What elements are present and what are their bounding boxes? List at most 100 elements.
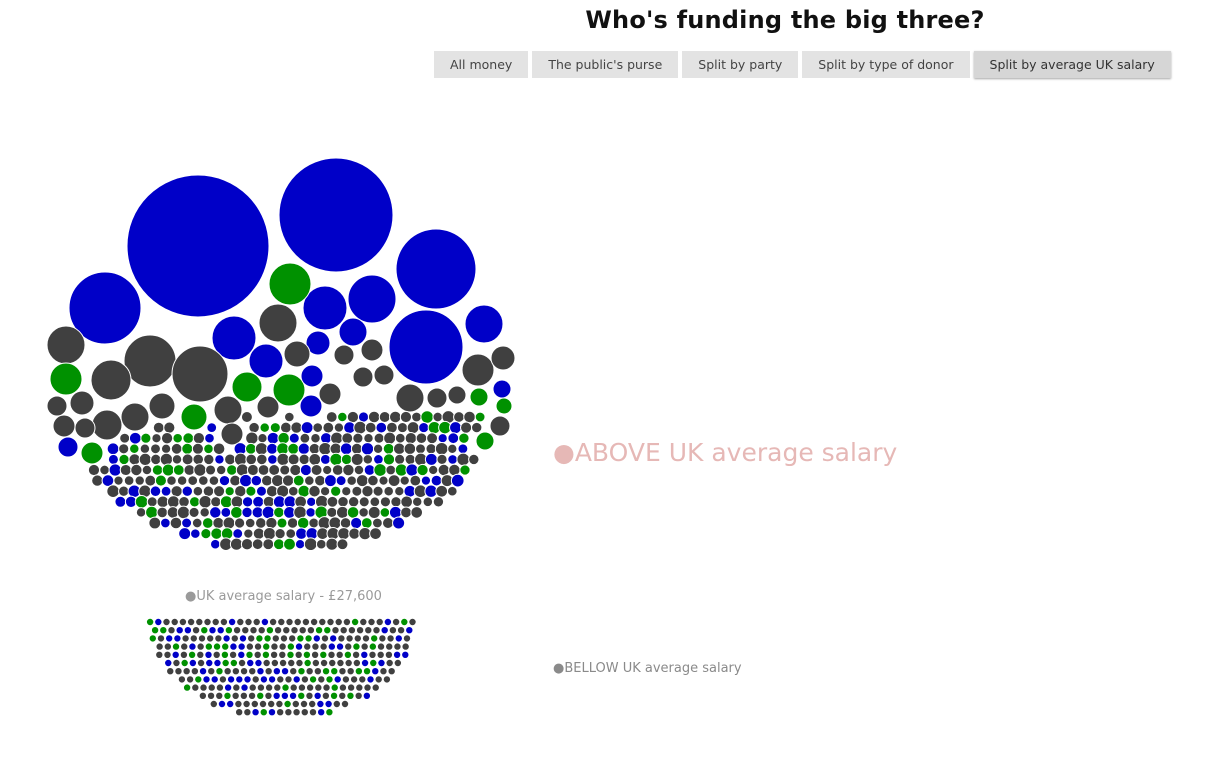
donor-bubble[interactable] xyxy=(437,463,450,477)
donor-bubble[interactable] xyxy=(230,506,243,519)
donor-bubble[interactable] xyxy=(172,464,185,476)
donor-bubble[interactable] xyxy=(363,432,374,444)
donor-bubble[interactable] xyxy=(274,527,286,540)
donor-bubble[interactable] xyxy=(164,658,173,668)
donor-bubble[interactable] xyxy=(304,634,313,643)
donor-bubble[interactable] xyxy=(306,496,317,507)
donor-bubble[interactable] xyxy=(277,617,286,627)
donor-bubble[interactable] xyxy=(261,505,276,520)
donor-bubble[interactable] xyxy=(134,494,149,509)
donor-bubble[interactable] xyxy=(239,667,249,676)
donor-bubble[interactable] xyxy=(280,667,290,676)
donor-bubble[interactable] xyxy=(241,626,250,635)
donor-bubble[interactable] xyxy=(412,496,423,508)
donor-bubble[interactable] xyxy=(346,410,360,424)
donor-bubble[interactable] xyxy=(91,474,104,487)
donor-bubble[interactable] xyxy=(300,364,324,388)
donor-bubble[interactable] xyxy=(349,675,359,684)
donor-bubble[interactable] xyxy=(280,691,290,700)
donor-bubble[interactable] xyxy=(225,699,235,709)
donor-bubble[interactable] xyxy=(366,675,375,684)
donor-bubble[interactable] xyxy=(330,683,339,692)
donor-bubble[interactable] xyxy=(181,453,194,466)
donor-bubble[interactable] xyxy=(182,432,195,445)
donor-bubble[interactable] xyxy=(372,626,381,635)
donor-bubble[interactable] xyxy=(287,485,299,497)
donor-bubble[interactable] xyxy=(312,422,324,433)
donor-bubble[interactable] xyxy=(128,431,142,445)
donor-bubble[interactable] xyxy=(354,667,364,676)
donor-bubble[interactable] xyxy=(288,691,298,700)
donor-bubble[interactable] xyxy=(206,422,218,433)
donor-bubble[interactable] xyxy=(272,538,285,551)
donor-bubble[interactable] xyxy=(387,474,401,488)
donor-bubble[interactable] xyxy=(399,410,413,424)
donor-bubble[interactable] xyxy=(284,708,293,717)
donor-bubble[interactable] xyxy=(416,463,429,477)
donor-bubble[interactable] xyxy=(181,634,190,643)
donor-bubble[interactable] xyxy=(166,667,175,676)
donor-bubble[interactable] xyxy=(152,421,165,434)
donor-bubble[interactable] xyxy=(279,634,289,643)
donor-bubble[interactable] xyxy=(246,634,256,643)
donor-bubble[interactable] xyxy=(209,699,218,709)
donor-bubble[interactable] xyxy=(198,494,213,509)
donor-bubble[interactable] xyxy=(352,642,361,651)
donor-bubble[interactable] xyxy=(275,699,284,709)
donor-bubble[interactable] xyxy=(314,474,326,487)
donor-bubble[interactable] xyxy=(450,473,465,488)
donor-bubble[interactable] xyxy=(319,486,331,497)
donor-bubble[interactable] xyxy=(308,517,320,529)
donor-bubble[interactable] xyxy=(126,174,270,318)
donor-bubble[interactable] xyxy=(266,431,280,445)
donor-bubble[interactable] xyxy=(390,496,402,508)
donor-bubble[interactable] xyxy=(156,506,169,519)
donor-bubble[interactable] xyxy=(337,411,348,423)
tab-public-purse[interactable]: The public's purse xyxy=(532,51,679,78)
donor-bubble[interactable] xyxy=(342,617,352,627)
donor-bubble[interactable] xyxy=(382,675,392,684)
donor-bubble[interactable] xyxy=(215,667,224,676)
donor-bubble[interactable] xyxy=(346,506,360,519)
donor-bubble[interactable] xyxy=(385,642,394,651)
donor-bubble[interactable] xyxy=(248,683,257,692)
donor-bubble[interactable] xyxy=(363,464,376,476)
donor-bubble[interactable] xyxy=(163,421,176,434)
donor-bubble[interactable] xyxy=(180,403,208,431)
donor-bubble[interactable] xyxy=(198,475,209,486)
donor-bubble[interactable] xyxy=(243,528,254,539)
donor-bubble[interactable] xyxy=(378,634,387,643)
donor-bubble[interactable] xyxy=(199,507,210,518)
donor-bubble[interactable] xyxy=(396,422,409,434)
donor-bubble[interactable] xyxy=(292,708,301,717)
donor-bubble[interactable] xyxy=(221,642,230,651)
donor-bubble[interactable] xyxy=(330,667,339,676)
donor-bubble[interactable] xyxy=(325,708,334,717)
donor-bubble[interactable] xyxy=(310,432,321,444)
donor-bubble[interactable] xyxy=(255,485,268,497)
donor-bubble[interactable] xyxy=(245,485,257,497)
donor-bubble[interactable] xyxy=(338,317,368,347)
donor-bubble[interactable] xyxy=(328,634,338,643)
donor-bubble[interactable] xyxy=(205,464,217,476)
donor-bubble[interactable] xyxy=(248,343,284,379)
donor-bubble[interactable] xyxy=(286,517,299,529)
donor-bubble[interactable] xyxy=(204,432,215,444)
donor-bubble[interactable] xyxy=(329,691,339,700)
donor-bubble[interactable] xyxy=(362,691,372,700)
donor-bubble[interactable] xyxy=(475,431,495,451)
donor-bubble[interactable] xyxy=(294,650,303,659)
donor-bubble[interactable] xyxy=(432,496,445,508)
donor-bubble[interactable] xyxy=(202,485,215,497)
donor-bubble[interactable] xyxy=(223,691,232,700)
donor-bubble[interactable] xyxy=(377,658,386,668)
donor-bubble[interactable] xyxy=(350,617,360,627)
donor-bubble[interactable] xyxy=(335,505,350,519)
donor-bubble[interactable] xyxy=(211,315,257,361)
donor-bubble[interactable] xyxy=(134,475,145,486)
donor-bubble[interactable] xyxy=(335,650,344,659)
donor-bubble[interactable] xyxy=(362,454,374,465)
donor-bubble[interactable] xyxy=(311,642,320,651)
donor-bubble[interactable] xyxy=(288,432,300,444)
donor-bubble[interactable] xyxy=(191,626,201,635)
